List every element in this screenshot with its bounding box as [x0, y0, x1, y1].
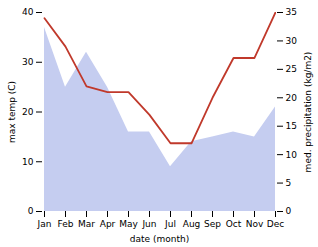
svg-text:Jan: Jan: [37, 219, 52, 229]
svg-text:Mar: Mar: [78, 219, 95, 229]
svg-text:Aug: Aug: [183, 219, 201, 229]
svg-text:20: 20: [286, 93, 298, 103]
svg-text:Apr: Apr: [100, 219, 116, 229]
svg-text:date (month): date (month): [130, 234, 189, 244]
svg-text:0: 0: [28, 206, 34, 216]
svg-text:30: 30: [286, 36, 298, 46]
svg-text:15: 15: [286, 121, 297, 131]
svg-text:Jun: Jun: [141, 219, 156, 229]
svg-text:max temp (C): max temp (C): [7, 81, 17, 143]
svg-text:Nov: Nov: [246, 219, 264, 229]
svg-text:0: 0: [286, 206, 292, 216]
svg-text:Jul: Jul: [164, 219, 176, 229]
svg-text:Dec: Dec: [267, 219, 284, 229]
svg-text:5: 5: [286, 178, 292, 188]
svg-text:Feb: Feb: [58, 219, 74, 229]
svg-text:May: May: [119, 219, 138, 229]
svg-text:35: 35: [286, 7, 297, 17]
svg-text:Sep: Sep: [204, 219, 221, 229]
svg-text:10: 10: [286, 150, 298, 160]
svg-text:Oct: Oct: [226, 219, 242, 229]
svg-text:40: 40: [22, 7, 34, 17]
svg-text:med. precipitation (kg/m2): med. precipitation (kg/m2): [303, 52, 313, 173]
svg-text:10: 10: [22, 157, 34, 167]
svg-text:20: 20: [22, 107, 34, 117]
svg-text:25: 25: [286, 64, 297, 74]
svg-text:30: 30: [22, 57, 34, 67]
